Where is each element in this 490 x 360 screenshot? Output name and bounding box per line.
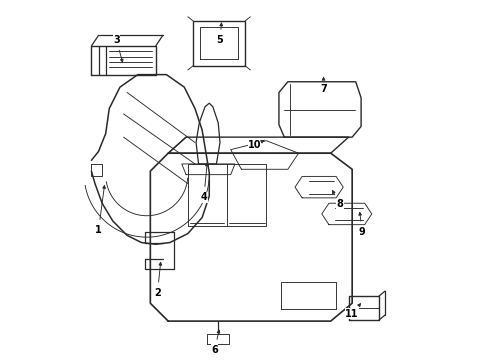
Text: 10: 10	[248, 140, 262, 150]
Text: 7: 7	[320, 84, 327, 94]
Text: 5: 5	[217, 35, 223, 45]
Text: 4: 4	[200, 192, 207, 202]
Text: 11: 11	[345, 309, 359, 319]
Text: 6: 6	[211, 345, 218, 355]
Text: 1: 1	[95, 225, 102, 235]
Text: 2: 2	[154, 288, 161, 297]
Text: 9: 9	[359, 227, 366, 237]
Text: 3: 3	[113, 35, 120, 45]
Text: 8: 8	[336, 199, 343, 209]
